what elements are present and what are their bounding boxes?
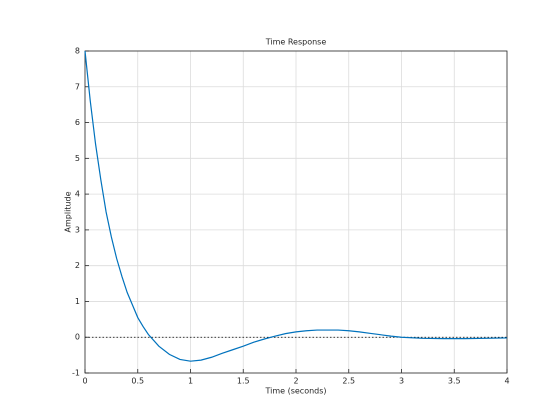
x-tick-label: 3 (399, 377, 404, 386)
y-tick-label: 1 (75, 297, 80, 306)
y-tick-label: 7 (75, 82, 80, 91)
y-tick-label: 4 (75, 190, 80, 199)
x-tick-label: 2.5 (342, 377, 355, 386)
y-tick-label: 0 (75, 333, 80, 342)
x-tick-label: 1 (188, 377, 193, 386)
x-axis-label: Time (seconds) (264, 387, 326, 396)
line-series (84, 50, 508, 362)
x-tick-label: 0 (82, 377, 87, 386)
chart-title: Time Response (265, 38, 327, 47)
x-tick-label: 1.5 (237, 377, 250, 386)
y-tick-label: 2 (75, 261, 80, 270)
y-tick-label: 6 (75, 118, 80, 127)
x-tick-label: 0.5 (131, 377, 144, 386)
y-tick-label: -1 (72, 369, 80, 378)
y-axis-label: Amplitude (64, 191, 73, 232)
x-tick-label: 2 (293, 377, 298, 386)
x-tick-label: 4 (504, 377, 509, 386)
y-tick-label: 3 (75, 225, 80, 234)
y-tick-label: 8 (75, 47, 80, 56)
axes-box (84, 50, 508, 374)
y-tick-label: 5 (75, 154, 80, 163)
x-tick-label: 3.5 (448, 377, 461, 386)
